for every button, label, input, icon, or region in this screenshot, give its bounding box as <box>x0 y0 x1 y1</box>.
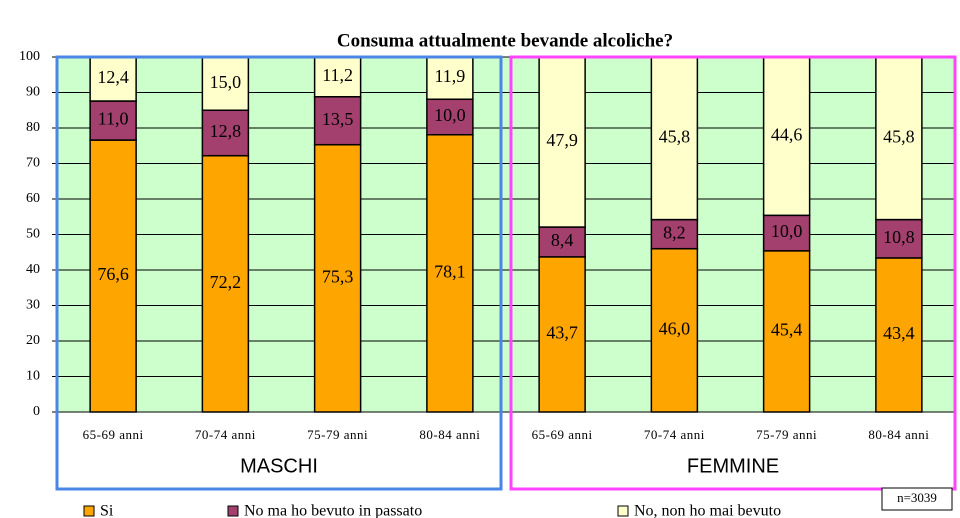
value-label: 12,4 <box>97 67 129 87</box>
x-tick-label: 65-69 anni <box>83 427 144 442</box>
bar-segment <box>762 250 811 413</box>
y-tick-label: 70 <box>26 156 40 171</box>
annotation: n=3039 <box>897 490 937 505</box>
y-tick-label: 100 <box>19 49 40 64</box>
bar-segment <box>201 56 250 111</box>
value-label: 75,3 <box>322 266 354 286</box>
x-tick-label: 65-69 anni <box>532 427 593 442</box>
y-tick-label: 10 <box>26 369 40 384</box>
bar-segment <box>875 56 923 221</box>
bar-segment <box>313 96 362 146</box>
group-box <box>55 55 503 491</box>
value-label: 46,0 <box>659 318 691 338</box>
bar-segment <box>762 214 811 252</box>
bar-segment <box>538 226 586 258</box>
bar-segment <box>426 133 474 413</box>
value-label: 76,6 <box>97 264 129 284</box>
value-label: 8,4 <box>551 230 574 250</box>
bar-segment <box>875 218 923 259</box>
chart-title: Consuma attualmente bevande alcoliche? <box>337 30 673 51</box>
value-label: 13,5 <box>322 109 354 129</box>
value-label: 45,4 <box>771 320 803 340</box>
legend-label: Si <box>100 503 114 518</box>
value-label: 10,0 <box>434 105 466 125</box>
legend-swatch <box>227 505 239 517</box>
y-tick-label: 80 <box>26 120 40 135</box>
y-tick-label: 40 <box>26 262 40 277</box>
legend-swatch <box>83 505 95 517</box>
value-label: 12,8 <box>210 121 242 141</box>
y-tick-label: 50 <box>26 227 40 242</box>
value-label: 43,4 <box>883 323 915 343</box>
x-tick-label: 80-84 anni <box>868 427 929 442</box>
bar-segment <box>426 98 474 136</box>
x-tick-label: 70-74 anni <box>195 427 256 442</box>
value-label: 78,1 <box>434 261 466 281</box>
group-label: MASCHI <box>240 455 318 477</box>
y-tick-label: 30 <box>26 298 40 313</box>
value-label: 43,7 <box>546 323 578 343</box>
bar-segment <box>538 56 586 228</box>
bar-segment <box>89 56 137 102</box>
y-tick-label: 20 <box>26 333 40 348</box>
bar-segment <box>201 154 250 413</box>
value-label: 45,8 <box>659 126 691 146</box>
value-label: 47,9 <box>546 130 578 150</box>
y-tick-label: 0 <box>33 404 40 419</box>
bar-segment <box>89 139 137 413</box>
group-box <box>509 55 957 491</box>
legend-label: No, non ho mai bevuto <box>634 503 781 518</box>
y-tick-label: 90 <box>26 85 40 100</box>
bar-segment <box>762 56 811 217</box>
annotation-box <box>881 487 953 511</box>
legend-label: No ma ho bevuto in passato <box>244 503 422 518</box>
bar-segment <box>875 257 923 413</box>
value-label: 45,8 <box>883 126 915 146</box>
bar-segment <box>201 109 250 157</box>
bar-segment <box>538 256 586 413</box>
value-label: 11,0 <box>98 109 129 129</box>
x-tick-label: 70-74 anni <box>644 427 705 442</box>
legend-swatch <box>617 505 629 517</box>
value-label: 15,0 <box>210 72 242 92</box>
value-label: 44,6 <box>771 124 803 144</box>
value-label: 8,2 <box>663 222 686 242</box>
bar-segment <box>650 247 699 413</box>
value-label: 11,2 <box>322 65 353 85</box>
value-label: 72,2 <box>210 272 242 292</box>
x-tick-label: 80-84 anni <box>419 427 480 442</box>
group-label: FEMMINE <box>687 455 779 477</box>
value-label: 10,0 <box>771 221 803 241</box>
y-tick-label: 60 <box>26 191 40 206</box>
x-tick-label: 75-79 anni <box>756 427 817 442</box>
value-label: 10,8 <box>883 227 915 247</box>
value-label: 11,9 <box>434 66 465 86</box>
bar-segment <box>426 56 474 100</box>
bar-segment <box>650 56 699 221</box>
x-tick-label: 75-79 anni <box>307 427 368 442</box>
